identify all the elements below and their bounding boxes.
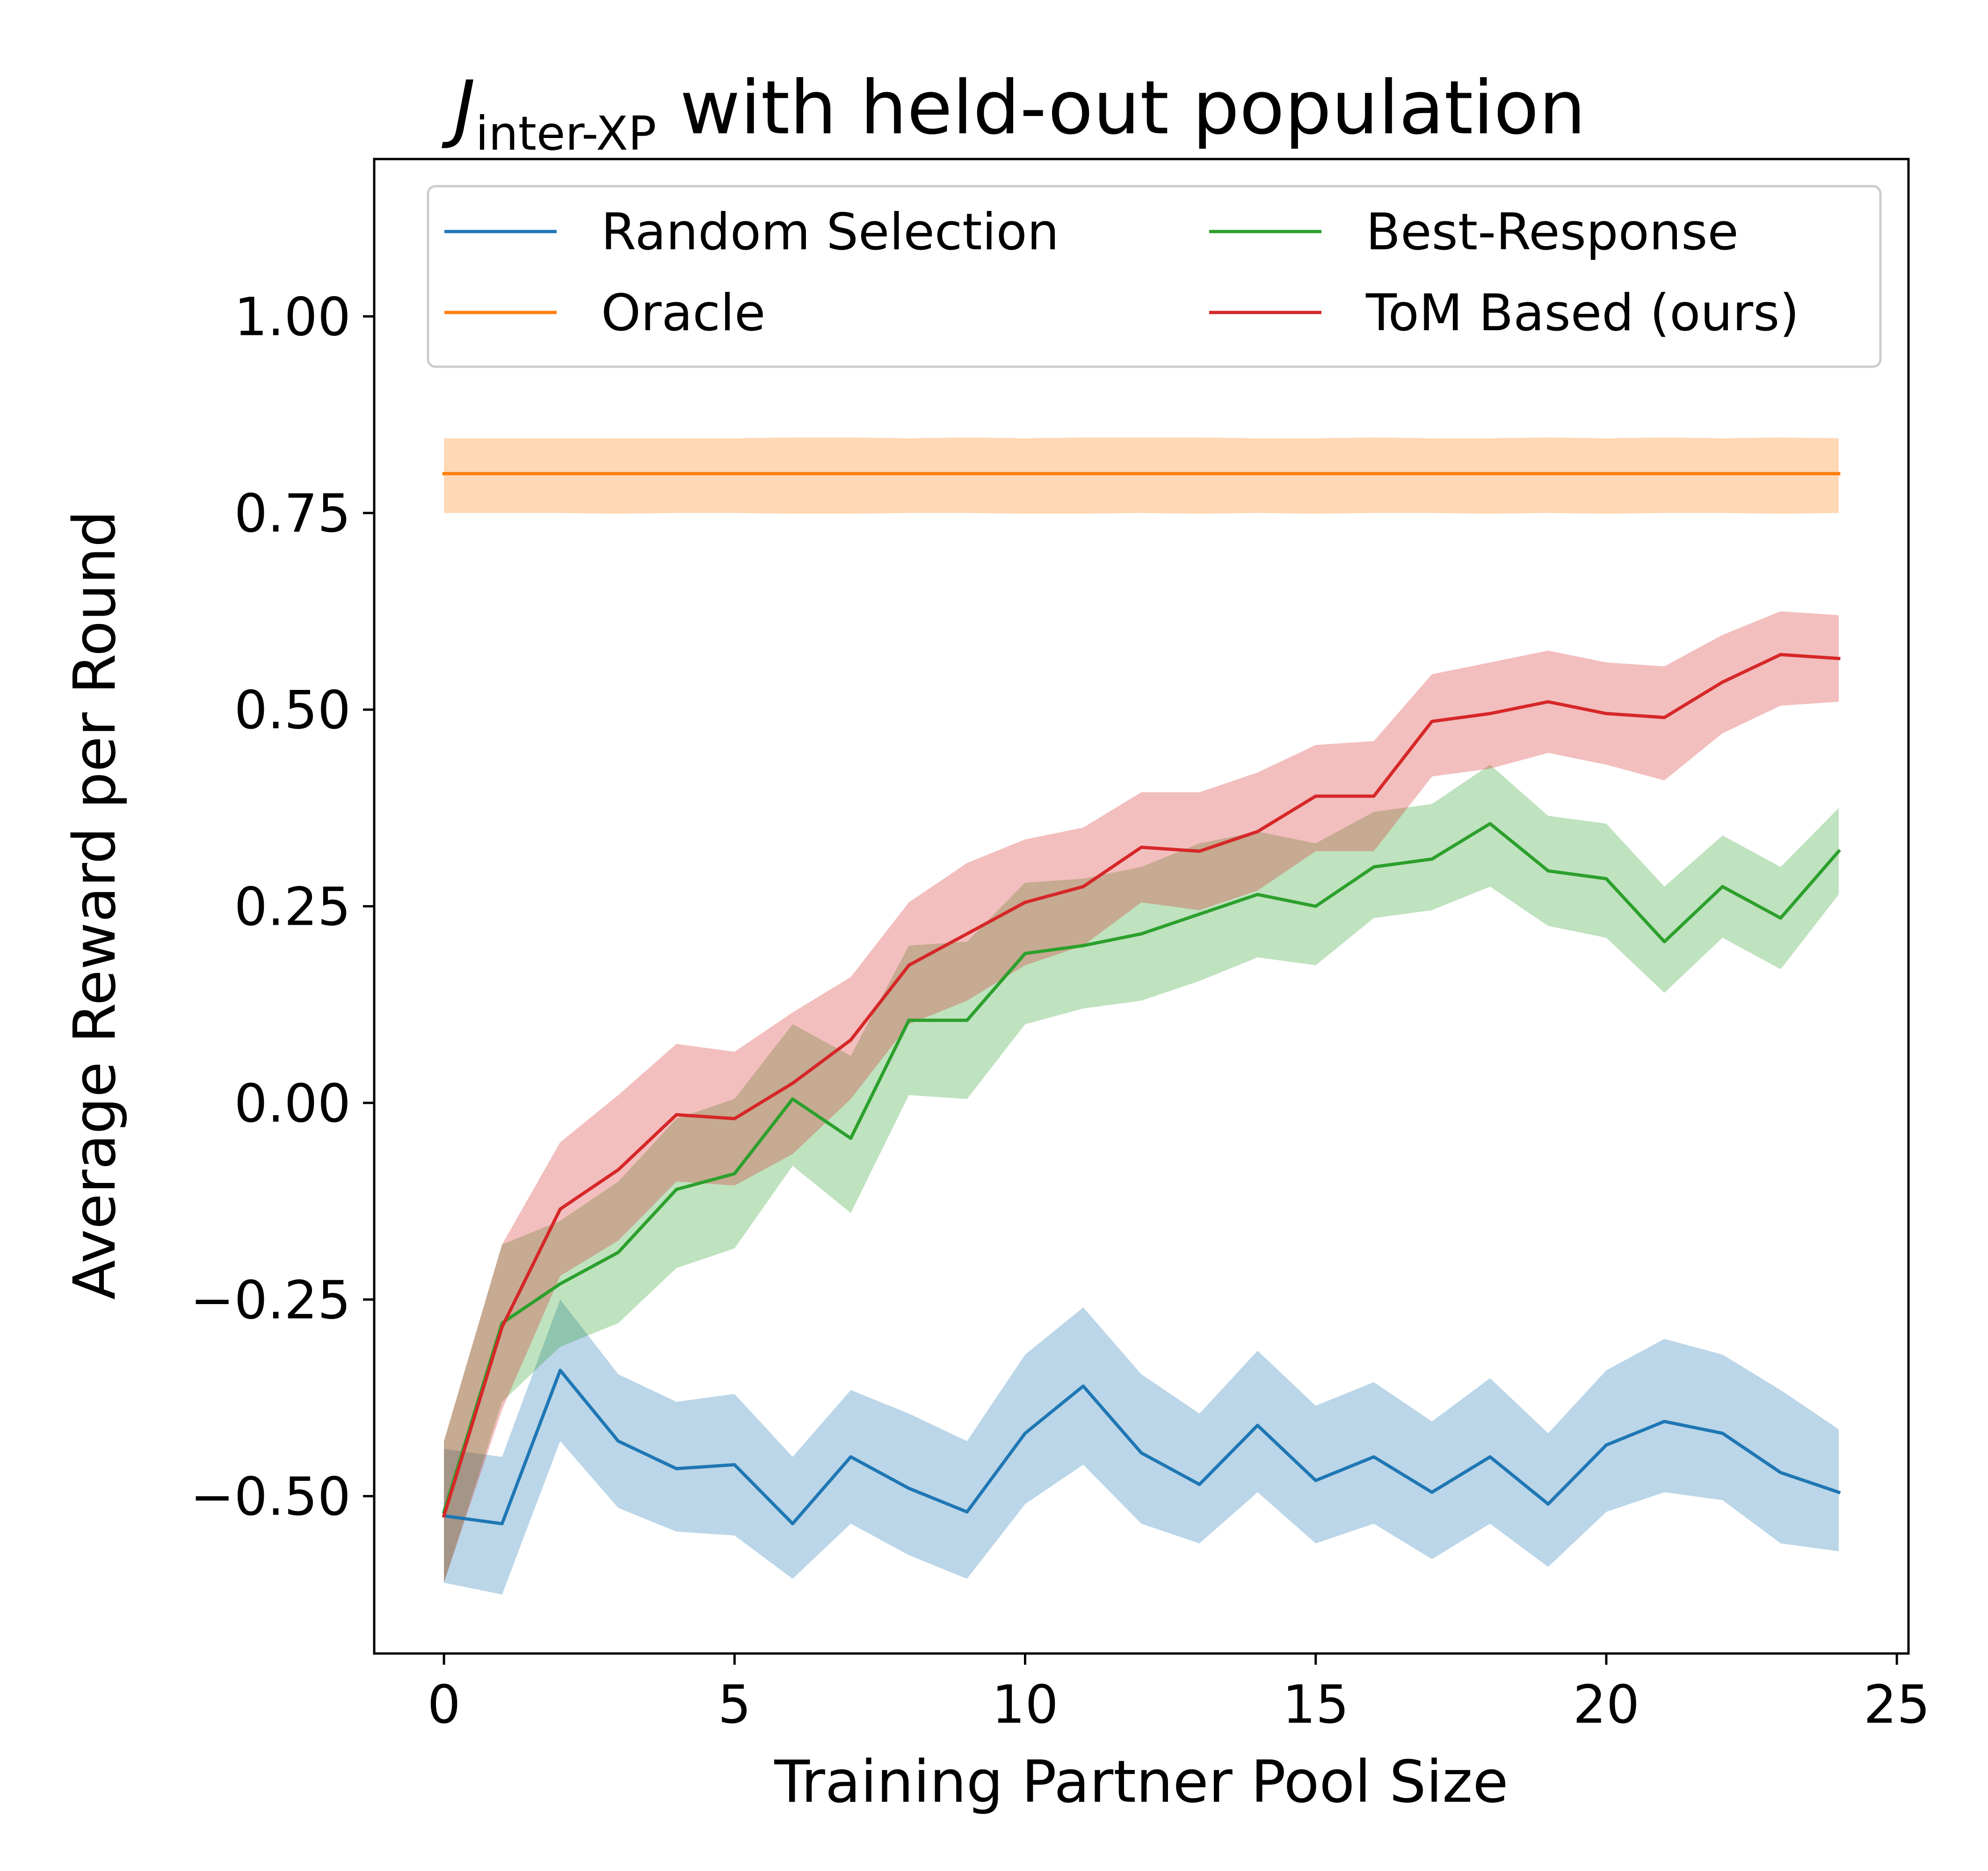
y-tick-label: 0.75: [234, 484, 351, 544]
y-tick-label: −0.25: [190, 1270, 351, 1331]
series-lines: [442, 472, 1841, 1525]
x-tick-label: 20: [1573, 1675, 1640, 1735]
x-tick-label: 25: [1864, 1675, 1930, 1735]
x-tick-label: 0: [427, 1675, 460, 1735]
x-axis-label: Training Partner Pool Size: [774, 1748, 1508, 1816]
chart-title-rest: with held-out population: [656, 65, 1586, 151]
oracle-band: [444, 437, 1839, 514]
y-axis-label: Average Reward per Round: [61, 510, 129, 1300]
legend: Random Selection Oracle Best-Response ToM B…: [427, 185, 1882, 368]
legend-label-random-selection: Random Selection: [601, 203, 1059, 261]
x-tick-label: 15: [1282, 1675, 1349, 1735]
random-selection-line: [442, 1369, 1841, 1525]
best-response-band: [444, 764, 1839, 1583]
best-response-line: [442, 822, 1841, 1514]
y-tick-label: 0.00: [234, 1073, 351, 1134]
chart-title-subscript: inter-XP: [476, 106, 657, 161]
tom-based-ours-line: [442, 653, 1841, 1518]
random-selection-band: [444, 1299, 1839, 1595]
y-tick-label: 0.50: [234, 680, 351, 741]
y-tick-label: 1.00: [234, 287, 351, 348]
legend-label-best-response: Best-Response: [1366, 203, 1739, 261]
y-tick-label: 0.25: [234, 877, 351, 938]
confidence-bands: [444, 437, 1839, 1595]
chart-title: Jinter-XP with held-out population: [442, 65, 1586, 161]
tom-based-ours-band: [444, 611, 1839, 1583]
x-axis-ticks: 0 5 10 15 20 25: [427, 1653, 1930, 1735]
y-axis-ticks: −0.50 −0.25 0.00 0.25 0.50 0.75 1.00: [190, 287, 374, 1528]
legend-frame: [427, 185, 1882, 368]
legend-label-tom-based-ours: ToM Based (ours): [1365, 284, 1799, 342]
legend-label-oracle: Oracle: [601, 284, 765, 342]
x-tick-label: 10: [992, 1675, 1059, 1735]
x-tick-label: 5: [718, 1675, 751, 1735]
y-tick-label: −0.50: [190, 1467, 351, 1528]
